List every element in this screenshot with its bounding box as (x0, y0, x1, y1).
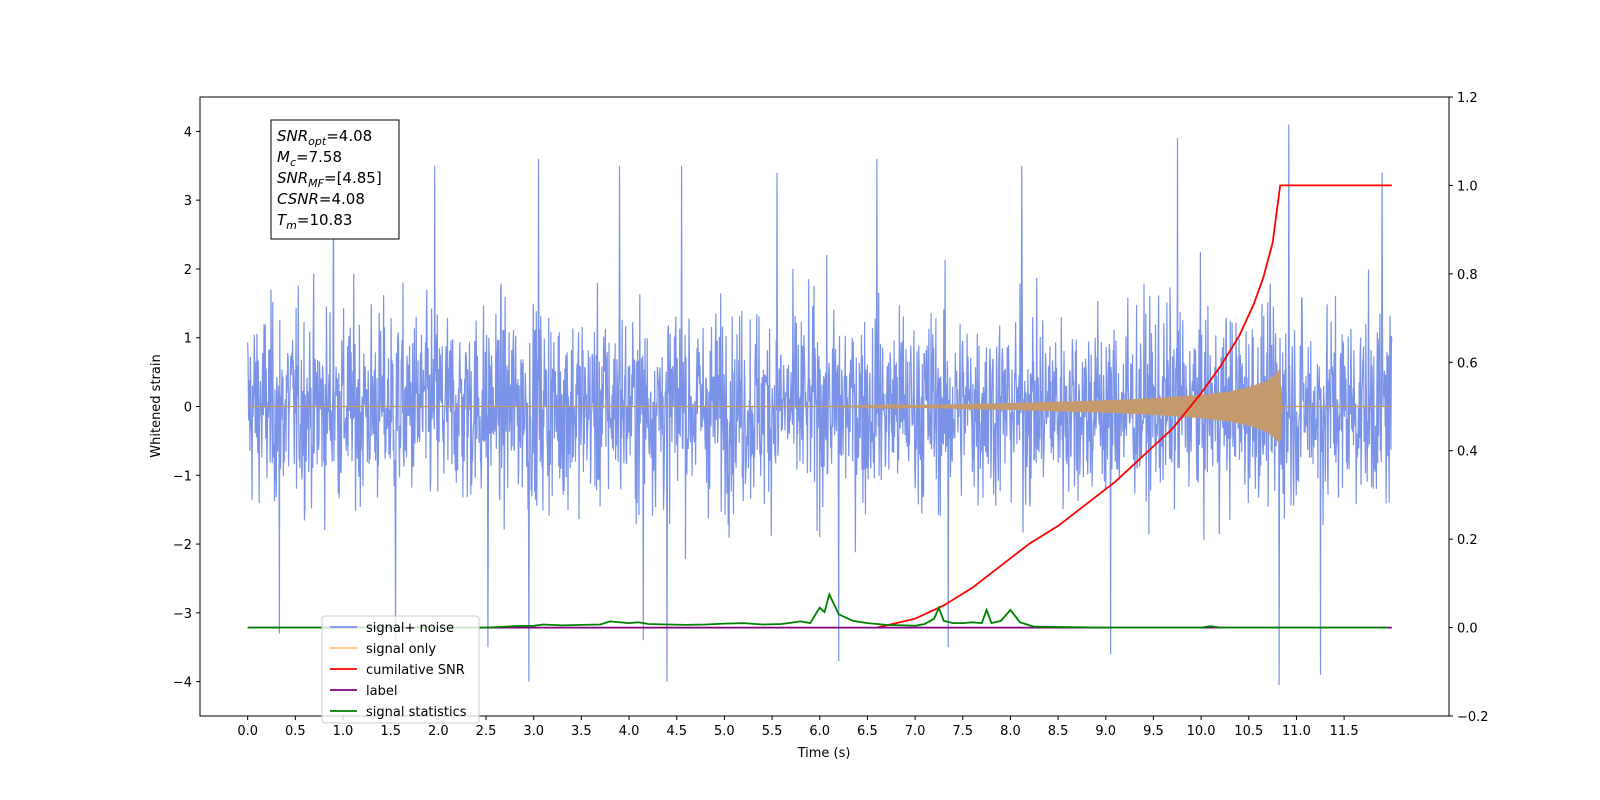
info-value: =4.08 (326, 127, 372, 145)
x-tick-label: 11.0 (1282, 724, 1311, 739)
info-symbol: M (277, 148, 290, 166)
info-box: SNRopt=4.08Mc=7.58SNRMF=[4.85]CSNR=4.08T… (270, 119, 400, 240)
x-tick-label: 1.0 (333, 724, 354, 739)
x-tick-label: 10.0 (1187, 724, 1216, 739)
x-tick-label: 4.0 (619, 724, 640, 739)
y-tick-label: 2 (184, 263, 192, 278)
info-symbol: SNR (277, 127, 308, 145)
info-subscript: m (286, 219, 297, 232)
x-tick-label: 7.0 (905, 724, 926, 739)
y2-tick-label: 1.0 (1457, 179, 1478, 194)
legend-frame (321, 615, 480, 724)
legend-label: signal statistics (366, 705, 467, 720)
x-tick-label: 2.5 (476, 724, 497, 739)
info-symbol: T (277, 211, 288, 229)
info-symbol: CSNR (277, 190, 319, 208)
legend-label: cumilative SNR (366, 663, 465, 678)
info-value: =10.83 (297, 211, 353, 229)
x-tick-label: 5.0 (714, 724, 735, 739)
series-signal-only (247, 367, 1392, 445)
y2-tick-label: 0.6 (1457, 356, 1478, 371)
x-tick-label: 10.5 (1234, 724, 1263, 739)
x-axis-label: Time (s) (797, 746, 851, 761)
legend-label: signal only (366, 642, 436, 657)
info-box-frame (270, 119, 400, 240)
series-signal-statistics (247, 591, 1387, 629)
info-line: SNRopt=4.08 (277, 127, 372, 148)
info-value: =[4.85] (324, 169, 382, 187)
series-cumilative-snr (876, 184, 1392, 629)
info-line: Tm=10.83 (277, 211, 352, 232)
y-tick-label: 4 (184, 125, 192, 140)
y-tick-label: 0 (184, 401, 192, 416)
x-tick-label: 9.5 (1143, 724, 1164, 739)
info-box-lines: SNRopt=4.08Mc=7.58SNRMF=[4.85]CSNR=4.08T… (277, 127, 382, 232)
y-tick-label: −4 (173, 676, 192, 691)
y-axis-label: Whitened strain (149, 354, 164, 457)
y-tick-label: −3 (173, 607, 192, 622)
x-tick-label: 1.5 (380, 724, 401, 739)
info-subscript: opt (308, 135, 327, 148)
info-subscript: MF (308, 177, 324, 190)
y2-tick-label: 0.0 (1457, 622, 1478, 637)
x-tick-label: 8.5 (1048, 724, 1069, 739)
legend-label: signal+ noise (366, 621, 454, 636)
y2-tick-label: 0.4 (1457, 445, 1478, 460)
y2-tick-label: 1.2 (1457, 91, 1478, 106)
legend-items: signal+ noise signal only cumilative SNR la… (330, 621, 467, 720)
x-tick-label: 3.5 (571, 724, 592, 739)
x-tick-label: 0.0 (237, 724, 258, 739)
y2-tick-label: 0.2 (1457, 533, 1478, 548)
info-symbol: SNR (277, 169, 308, 187)
y-tick-label: −1 (173, 469, 192, 484)
y-axis-right: −0.2 0.0 0.2 0.4 0.6 0.8 1.0 1.2 (1449, 91, 1489, 725)
x-tick-label: 0.5 (285, 724, 306, 739)
x-tick-label: 8.0 (1000, 724, 1021, 739)
info-line: CSNR=4.08 (277, 190, 365, 208)
x-tick-label: 4.5 (666, 724, 687, 739)
info-value: =7.58 (296, 148, 342, 166)
info-line: SNRMF=[4.85] (277, 169, 382, 190)
x-tick-label: 6.5 (857, 724, 878, 739)
x-tick-label: 6.0 (809, 724, 830, 739)
x-tick-label: 9.0 (1095, 724, 1116, 739)
x-tick-label: 2.0 (428, 724, 449, 739)
y-tick-label: −2 (173, 538, 192, 553)
y2-tick-label: 0.8 (1457, 268, 1478, 283)
y-tick-label: 3 (184, 194, 192, 209)
info-value: =4.08 (319, 190, 365, 208)
info-line: Mc=7.58 (277, 148, 342, 169)
legend-label: label (366, 684, 397, 699)
y2-tick-label: −0.2 (1457, 710, 1489, 725)
y-axis-left: −4 −3 −2 −1 0 1 2 3 4 (173, 125, 200, 691)
x-axis: 0.0 0.5 1.0 1.5 2.0 2.5 3.0 3.5 4.0 4.5 5.0 5.5 6.0 6… (237, 716, 1359, 739)
legend: signal+ noise signal only cumilative SNR la… (321, 615, 480, 724)
x-tick-label: 11.5 (1330, 724, 1359, 739)
info-subscript: c (290, 156, 296, 169)
x-tick-label: 7.5 (952, 724, 973, 739)
x-tick-label: 5.5 (762, 724, 783, 739)
x-tick-label: 3.0 (523, 724, 544, 739)
y-tick-label: 1 (184, 332, 192, 347)
